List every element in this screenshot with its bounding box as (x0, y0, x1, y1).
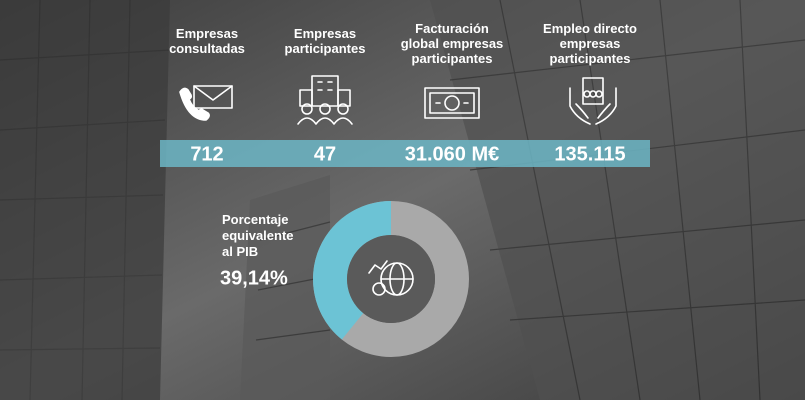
icon-banknote (424, 87, 480, 119)
icon-hands-people (569, 77, 617, 125)
stat-label: Facturación (415, 21, 489, 36)
stat-label: Empresas (176, 26, 238, 41)
donut-segment (313, 201, 391, 340)
stat-value: 712 (190, 143, 223, 165)
gdp-label: Porcentaje (222, 212, 288, 227)
stat-label: participantes (550, 51, 631, 66)
icon-globe (368, 260, 414, 296)
icon-mail-phone (179, 85, 233, 121)
icons (179, 75, 617, 125)
stat-label: Empresas (294, 26, 356, 41)
stat-label: empresas (560, 36, 621, 51)
gdp-value-label: 39,14% (220, 267, 288, 289)
value-band (160, 140, 650, 167)
trend (368, 260, 388, 274)
stat-label: participantes (285, 41, 366, 56)
stat-label: Empleo directo (543, 21, 637, 36)
icon-companies (297, 75, 353, 125)
stat-label: global empresas (401, 36, 504, 51)
stat-label: participantes (412, 51, 493, 66)
stat-value: 47 (314, 143, 336, 165)
gear (372, 282, 386, 296)
stat-value: 31.060 M€ (405, 143, 500, 165)
stat-label: consultadas (169, 41, 245, 56)
gdp-label: equivalente (222, 228, 294, 243)
gdp-label: al PIB (222, 244, 258, 259)
stats: Empresasconsultadas712Empresasparticipan… (169, 21, 637, 165)
stat-value: 135.115 (554, 143, 625, 165)
